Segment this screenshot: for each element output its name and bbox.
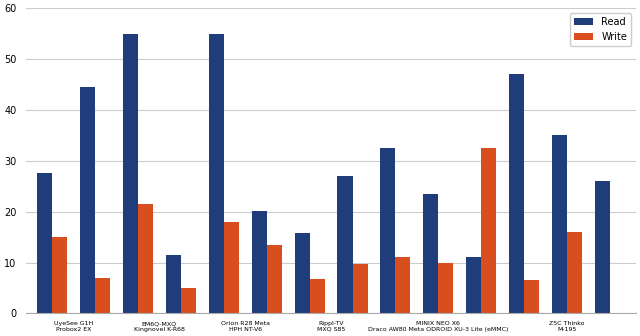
Bar <box>438 262 453 313</box>
Bar <box>552 135 567 313</box>
Bar <box>209 34 224 313</box>
Bar <box>467 257 481 313</box>
Bar <box>567 232 582 313</box>
Bar <box>423 194 438 313</box>
Bar <box>481 148 496 313</box>
Bar <box>37 173 52 313</box>
Bar <box>95 278 110 313</box>
Bar <box>524 280 540 313</box>
Bar <box>181 288 196 313</box>
Bar <box>294 233 310 313</box>
Bar <box>80 87 95 313</box>
Bar <box>267 245 282 313</box>
Bar <box>396 257 410 313</box>
Bar <box>252 211 267 313</box>
Bar <box>166 255 181 313</box>
Bar <box>52 237 67 313</box>
Bar <box>138 204 153 313</box>
Bar <box>353 263 367 313</box>
Bar <box>337 176 353 313</box>
Legend: Read, Write: Read, Write <box>570 13 631 46</box>
Bar <box>224 222 239 313</box>
Bar <box>380 148 396 313</box>
Bar <box>310 279 324 313</box>
Bar <box>509 74 524 313</box>
Bar <box>595 181 610 313</box>
Bar <box>123 34 138 313</box>
